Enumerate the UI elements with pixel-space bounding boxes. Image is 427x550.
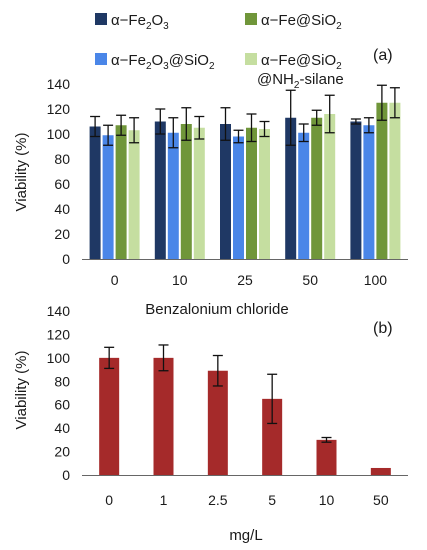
panel-b-bars [99,344,391,475]
panel-a-y-tick-label: 20 [54,226,70,242]
legend-swatch-fe2o3-sio2 [95,53,107,65]
panel-b-x-tick-label: 50 [373,492,389,508]
legend-label-fe2o3-sio2: α−Fe2O3@SiO2 [111,52,215,72]
legend-label-fe-sio2: α−Fe@SiO2 [261,12,342,32]
legend: α−Fe2O3 α−Fe@SiO2 α−Fe2O3@SiO2 α−Fe@SiO2… [95,12,393,91]
panel-a-bar [233,136,244,259]
panel-a-bars [89,84,401,259]
panel-a-x-ticks: 0 10 25 50 100 [111,272,388,288]
legend-item-fe2o3-sio2: α−Fe2O3@SiO2 [95,52,215,72]
panel-b-x-axis-title: mg/L [229,527,262,544]
panel-b-y-tick-label: 0 [62,467,70,483]
panel-b-x-tick-label: 2.5 [208,492,228,508]
panel-b-y-tick-label: 20 [54,444,70,460]
panel-a-bar [363,125,375,259]
panel-a-bar [376,102,388,259]
panel-b-bar [262,398,283,475]
panel-a-bar [298,132,310,259]
panel-a-y-axis-title: Viability (%) [13,133,30,212]
panel-b-title: Benzalonium chloride [145,301,288,318]
panel-b-x-tick-label: 5 [268,492,276,508]
panel-a-x-tick-label: 50 [302,272,318,288]
legend-label-fe2o3: α−Fe2O3 [111,12,169,32]
panel-a-y-ticks: 0 20 40 60 80 100 120 140 [47,76,71,267]
legend-swatch-fe2o3 [95,13,107,25]
panel-a-bar [220,124,231,259]
panel-a: Viability (%) 0 20 40 60 80 100 120 140 0 10 25 50… [13,76,408,288]
panel-b-bar [207,370,228,475]
legend-label-fe-sio2-nh2: α−Fe@SiO2 [261,52,342,72]
panel-a-bar [115,125,127,259]
panel-a-bar [350,121,362,259]
panel-b-y-tick-label: 100 [47,350,71,366]
panel-b-y-tick-label: 120 [47,326,71,342]
panel-b-bar [316,439,337,475]
panel-b-bar [370,467,391,475]
panel-a-y-tick-label: 100 [47,126,71,142]
legend-item-fe-sio2: α−Fe@SiO2 [245,12,342,32]
panel-a-y-tick-label: 0 [62,251,70,267]
panel-label-a: (a) [373,47,393,64]
panel-a-y-tick-label: 60 [54,176,70,192]
legend-swatch-fe-sio2-nh2 [245,53,257,65]
panel-a-bar [167,132,179,259]
panel-b-y-axis-title: Viability (%) [13,351,30,430]
panel-a-y-tick-label: 80 [54,151,70,167]
legend-label-nh2-silane: @NH2-silane [257,71,344,91]
legend-item-fe2o3: α−Fe2O3 [95,12,169,32]
panel-a-bar [102,135,114,259]
panel-b-y-tick-label: 60 [54,397,70,413]
panel-a-x-tick-label: 10 [172,272,188,288]
panel-a-bar [285,117,297,259]
panel-a-x-tick-label: 0 [111,272,119,288]
panel-a-bar [180,124,192,259]
panel-a-bar [324,114,336,259]
panel-b-y-tick-label: 140 [47,303,71,319]
panel-label-b: (b) [373,320,393,337]
panel-a-bar [246,127,257,259]
panel-a-bar [311,117,323,259]
panel-a-y-tick-label: 40 [54,201,70,217]
panel-a-y-tick-label: 120 [47,101,71,117]
panel-b-x-tick-label: 0 [105,492,113,508]
panel-b-x-tick-label: 10 [319,492,335,508]
panel-b-bar [153,357,174,475]
panel-a-bar [389,102,401,259]
legend-swatch-fe-sio2 [245,13,257,25]
panel-b-x-tick-label: 1 [160,492,168,508]
panel-b-y-tick-label: 40 [54,420,70,436]
panel-a-bar [154,121,166,259]
panel-b-y-tick-label: 80 [54,373,70,389]
panel-a-bar [128,130,140,259]
panel-a-x-tick-label: 25 [237,272,253,288]
panel-b-x-ticks: 0 1 2.5 5 10 50 [105,492,389,508]
panel-a-bar [193,127,205,259]
panel-a-bar [259,129,270,259]
legend-item-fe-sio2-nh2: α−Fe@SiO2 @NH2-silane [245,52,344,91]
panel-b-bar [99,357,120,475]
panel-b-y-ticks: 0 20 40 60 80 100 120 140 [47,303,71,483]
panel-a-x-tick-label: 100 [364,272,388,288]
panel-a-y-tick-label: 140 [47,76,71,92]
panel-b: Benzalonium chloride (b) Viability (%) 0… [13,301,408,544]
panel-a-bar [89,126,101,259]
